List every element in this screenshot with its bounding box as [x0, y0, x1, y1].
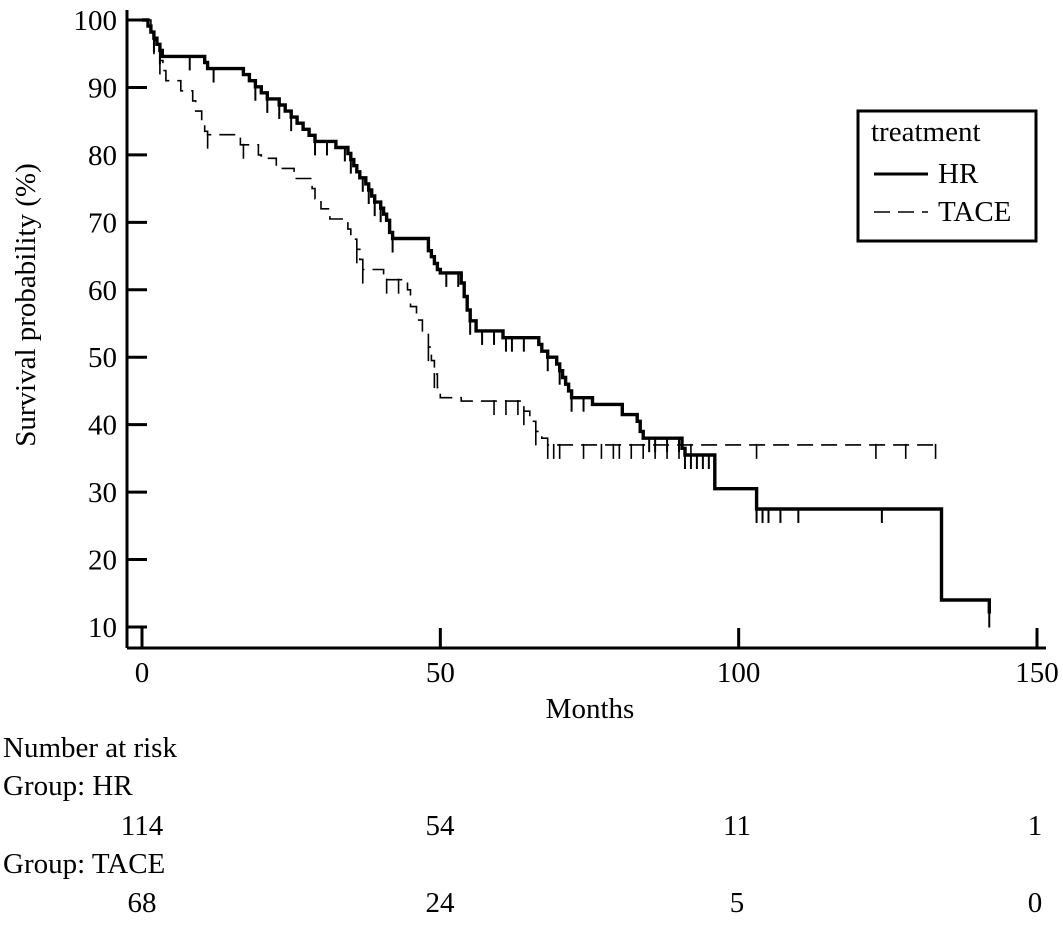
risk-count-hr-100: 11 [723, 810, 751, 842]
x-tick-label: 100 [717, 657, 761, 689]
chart-axes [125, 10, 1046, 650]
y-tick-label: 10 [88, 612, 117, 644]
x-tick-label: 0 [135, 657, 150, 689]
legend-label-hr: HR [938, 158, 979, 190]
y-tick-label: 50 [88, 342, 117, 374]
y-tick-label: 40 [88, 410, 117, 442]
risk-group-label-hr: Group: HR [3, 770, 133, 802]
risk-count-tace-100: 5 [729, 887, 745, 919]
risk-table-header: Number at risk [3, 732, 177, 764]
y-axis-label: Survival probability (%) [10, 163, 42, 447]
series-layer [142, 18, 991, 614]
x-ticks: 0 50 100 150 [135, 628, 1059, 689]
risk-count-tace-0: 68 [127, 887, 157, 919]
censor-layer [152, 37, 991, 628]
risk-count-hr-50: 54 [425, 810, 455, 842]
series-line-tace [142, 19, 939, 446]
x-tick-label: 50 [426, 657, 455, 689]
legend-label-tace: TACE [938, 196, 1011, 228]
y-tick-label: 60 [88, 275, 117, 307]
y-tick-label: 90 [88, 72, 117, 104]
risk-count-tace-150: 0 [1027, 887, 1043, 919]
y-tick-label: 20 [88, 545, 117, 577]
legend-box [856, 109, 1038, 243]
y-tick-label: 100 [74, 5, 118, 37]
x-axis-label: Months [546, 693, 635, 725]
y-tick-label: 80 [88, 140, 117, 172]
risk-count-hr-0: 114 [120, 810, 164, 842]
series-line-hr [142, 18, 991, 614]
y-tick-label: 30 [88, 477, 117, 509]
x-tick-label: 150 [1015, 657, 1059, 689]
legend: treatment HR TACE [856, 109, 1038, 243]
risk-count-hr-150: 1 [1027, 810, 1043, 842]
y-tick-label: 70 [88, 207, 117, 239]
y-ticks: 10 20 30 40 50 60 70 80 90 100 [74, 5, 147, 644]
legend-title: treatment [871, 116, 981, 148]
risk-count-tace-50: 24 [425, 887, 455, 919]
risk-group-label-tace: Group: TACE [3, 848, 166, 880]
